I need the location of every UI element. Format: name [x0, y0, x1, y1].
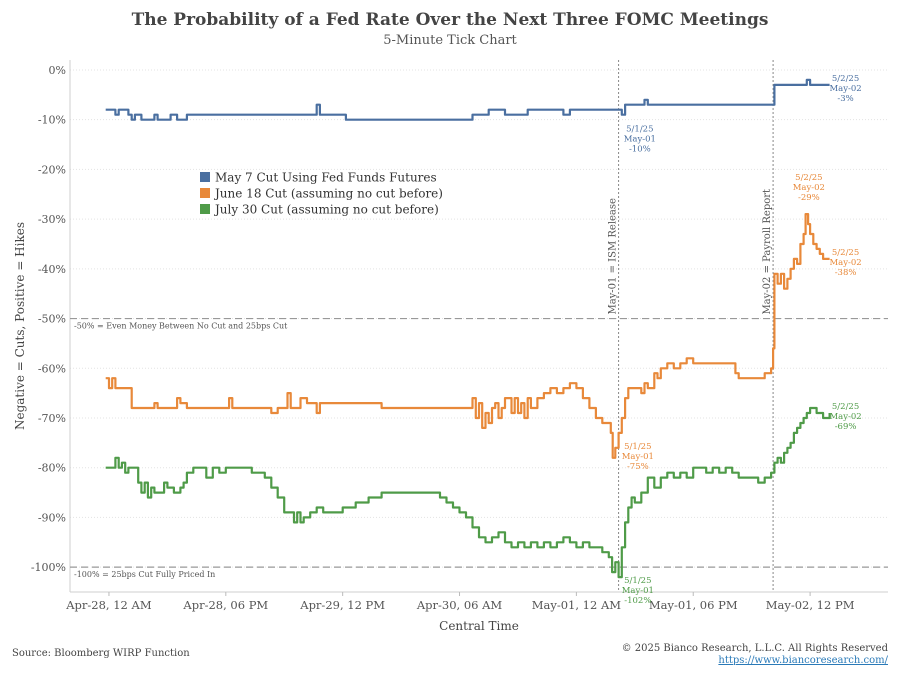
data-annotation: -38%	[835, 268, 857, 278]
y-tick-label: -20%	[38, 163, 66, 176]
y-axis-title: Negative = Cuts, Positive = Hikes	[13, 222, 27, 430]
source-note: Source: Bloomberg WIRP Function	[12, 648, 190, 659]
data-annotation: -75%	[627, 462, 649, 472]
legend-swatch	[200, 204, 210, 214]
y-tick-label: -80%	[38, 462, 66, 475]
y-tick-label: -60%	[38, 362, 66, 375]
data-annotation: May-02	[829, 84, 861, 94]
data-annotation: May-02	[829, 412, 861, 422]
y-tick-label: -40%	[38, 263, 66, 276]
reference-line-label: -100% = 25bps Cut Fully Priced In	[74, 570, 215, 579]
event-line-label: May-02 = Payroll Report	[762, 189, 773, 315]
x-tick-label: Apr-29, 12 PM	[299, 598, 385, 612]
data-annotation: -10%	[629, 145, 651, 155]
y-tick-label: -30%	[38, 213, 66, 226]
data-annotation: May-01	[622, 452, 654, 462]
series-line	[105, 406, 831, 579]
x-tick-label: Apr-30, 06 AM	[416, 598, 503, 612]
y-tick-label: -70%	[38, 412, 66, 425]
data-annotation: -69%	[835, 422, 857, 432]
y-tick-label: -100%	[31, 561, 66, 574]
y-tick-label: -90%	[38, 511, 66, 524]
data-annotation: 5/2/25	[832, 402, 859, 412]
x-tick-label: Apr-28, 06 PM	[182, 598, 268, 612]
data-annotation: May-02	[829, 258, 861, 268]
data-annotation: 5/2/25	[795, 173, 822, 183]
legend-swatch	[200, 172, 210, 182]
chart-title: The Probability of a Fed Rate Over the N…	[131, 10, 769, 30]
chart-subtitle: 5-Minute Tick Chart	[383, 33, 517, 48]
data-annotation: 5/1/25	[624, 576, 651, 586]
copyright-note: © 2025 Bianco Research, L.L.C. All Right…	[621, 643, 888, 654]
reference-line-label: -50% = Even Money Between No Cut and 25b…	[74, 322, 288, 331]
data-annotation: 5/1/25	[624, 442, 651, 452]
x-tick-label: Apr-28, 12 AM	[65, 598, 152, 612]
x-tick-label: May-01, 06 PM	[649, 598, 738, 612]
y-tick-label: -10%	[38, 114, 66, 127]
legend-swatch	[200, 188, 210, 198]
data-annotation: May-01	[622, 586, 654, 596]
data-annotation: May-01	[624, 135, 656, 145]
legend-label: May 7 Cut Using Fed Funds Futures	[215, 171, 437, 185]
data-annotation: May-02	[793, 183, 825, 193]
data-annotation: 5/2/25	[832, 248, 859, 258]
x-tick-label: May-02, 12 PM	[766, 598, 855, 612]
legend-label: June 18 Cut (assuming no cut before)	[213, 187, 443, 201]
data-annotation: -29%	[798, 193, 820, 203]
x-axis-title: Central Time	[439, 619, 519, 633]
y-tick-label: 0%	[49, 64, 66, 77]
y-tick-label: -50%	[38, 313, 66, 326]
series-line	[105, 78, 830, 121]
event-line-label: May-01 = ISM Release	[608, 198, 619, 315]
data-annotation: 5/2/25	[832, 74, 859, 84]
data-annotation: 5/1/25	[626, 125, 653, 135]
website-link[interactable]: https://www.biancoresearch.com/	[718, 655, 888, 666]
series-line	[105, 213, 830, 459]
data-annotation: -102%	[624, 596, 651, 606]
x-tick-label: May-01, 12 AM	[532, 598, 622, 612]
data-annotation: -3%	[837, 94, 853, 104]
legend-label: July 30 Cut (assuming no cut before)	[213, 203, 439, 217]
